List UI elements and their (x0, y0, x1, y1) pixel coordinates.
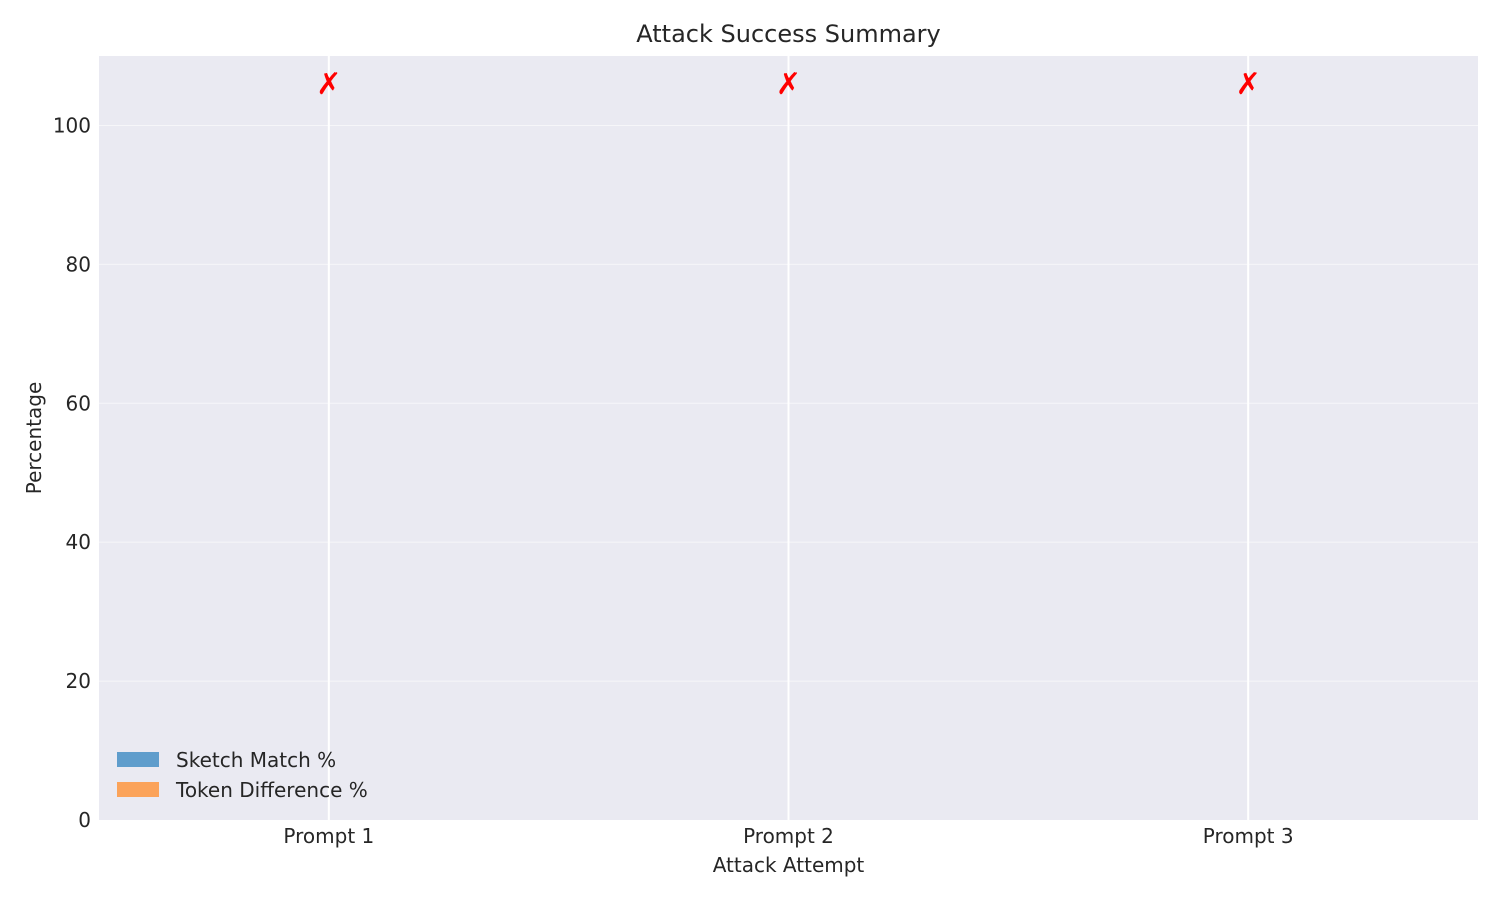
legend-label: Token Difference % (175, 778, 368, 802)
grid (99, 56, 1478, 820)
x-tick-label: Prompt 2 (743, 824, 834, 848)
x-tick-label: Prompt 3 (1203, 824, 1294, 848)
failure-mark-icon: ✗ (316, 67, 341, 102)
failure-mark-icon: ✗ (1236, 67, 1261, 102)
y-tick-label: 40 (66, 530, 91, 554)
y-tick-label: 60 (66, 391, 91, 415)
legend-swatch (117, 752, 159, 767)
y-axis-label: Percentage (22, 382, 46, 495)
x-tick-label: Prompt 1 (283, 824, 374, 848)
legend-label: Sketch Match % (176, 748, 336, 772)
y-tick-label: 100 (53, 113, 91, 137)
y-tick-labels: 0 20 40 60 80 100 (53, 113, 91, 832)
x-tick-labels: Prompt 1 Prompt 2 Prompt 3 (283, 824, 1293, 848)
y-tick-label: 20 (66, 669, 91, 693)
legend: Sketch Match % Token Difference % (117, 748, 368, 802)
y-tick-label: 80 (66, 252, 91, 276)
failure-mark-icon: ✗ (776, 67, 801, 102)
annotations: ✗ ✗ ✗ (316, 67, 1260, 102)
x-axis-label: Attack Attempt (713, 853, 865, 877)
y-tick-label: 0 (78, 808, 91, 832)
legend-swatch (117, 782, 159, 797)
chart-title: Attack Success Summary (636, 20, 940, 48)
